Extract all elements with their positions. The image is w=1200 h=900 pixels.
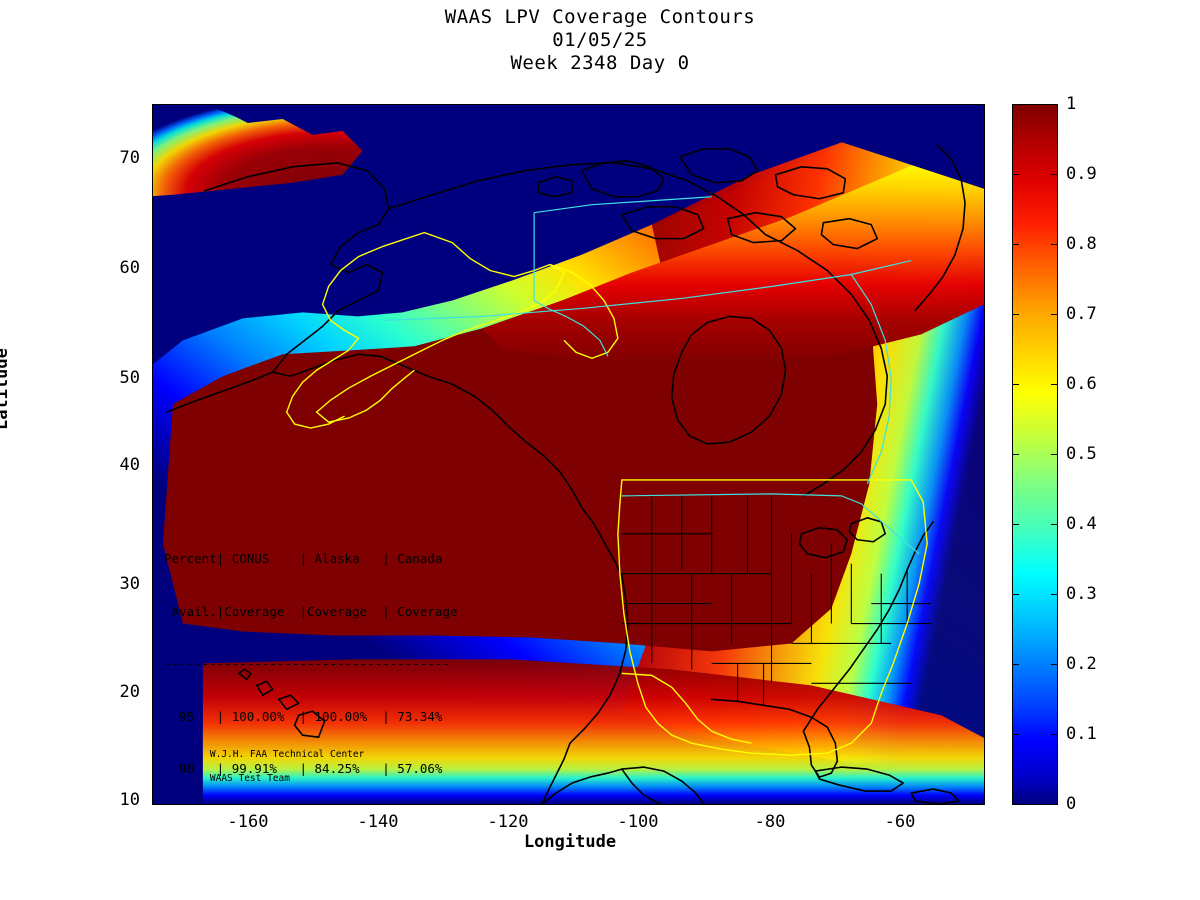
cb-tick-0: 0 (1066, 794, 1077, 814)
table-header-row-1: Percent| CONUS | Alaska | Canada (164, 551, 443, 566)
y-tick-70: 70 (119, 148, 140, 168)
cb-tick-0-8: 0.8 (1066, 234, 1097, 254)
coverage-stats-table: Percent| CONUS | Alaska | Canada Avail.|… (164, 515, 458, 804)
y-tick-50: 50 (119, 368, 140, 388)
cb-tick-0-7: 0.7 (1066, 304, 1097, 324)
table-divider: -------------------------------------- (164, 656, 450, 671)
credit-text: W.J.H. FAA Technical Center WAAS Test Te… (187, 737, 364, 797)
cb-tick-0-3: 0.3 (1066, 584, 1097, 604)
cb-tick-0-9: 0.9 (1066, 164, 1097, 184)
colorbar: 1 0.9 0.8 0.7 0.6 0.5 0.4 0.3 0.2 0.1 0 (1012, 94, 1097, 814)
chart-title-block: WAAS LPV Coverage Contours 01/05/25 Week… (0, 6, 1200, 75)
title-line-2: 01/05/25 (552, 29, 648, 51)
x-tick-minus60: -60 (884, 812, 916, 832)
y-tick-10: 10 (119, 790, 140, 810)
y-tick-60: 60 (119, 258, 140, 278)
x-tick-minus80: -80 (754, 812, 786, 832)
cb-tick-0-4: 0.4 (1066, 514, 1097, 534)
y-axis-title: Latitude (0, 348, 12, 430)
x-axis-title: Longitude (523, 832, 617, 852)
y-tick-30: 30 (119, 574, 140, 594)
cb-tick-0-1: 0.1 (1066, 724, 1097, 744)
cb-tick-0-2: 0.2 (1066, 654, 1097, 674)
x-tick-minus120: -120 (487, 812, 529, 832)
credit-line-2: WAAS Test Team (209, 773, 290, 784)
table-header-row-2: Avail.|Coverage |Coverage | Coverage (164, 603, 458, 619)
cb-tick-1: 1 (1066, 94, 1077, 114)
credit-line-1: W.J.H. FAA Technical Center (209, 749, 365, 760)
table-row: 95 | 100.00% | 100.00% | 73.34% (164, 708, 443, 724)
title-line-3: Week 2348 Day 0 (510, 52, 690, 74)
table-row: 98 | 99.91% | 84.25% | 57.06% (164, 761, 443, 776)
y-tick-20: 20 (119, 682, 140, 702)
cb-tick-0-5: 0.5 (1066, 444, 1097, 464)
colorbar-gradient (1012, 104, 1058, 805)
cb-tick-0-6: 0.6 (1066, 374, 1097, 394)
x-tick-minus160: -160 (227, 812, 269, 832)
coverage-map-plot: Percent| CONUS | Alaska | Canada Avail.|… (152, 104, 985, 805)
contour-field (153, 105, 984, 804)
y-tick-40: 40 (119, 455, 140, 475)
x-tick-minus140: -140 (357, 812, 399, 832)
title-line-1: WAAS LPV Coverage Contours (444, 6, 756, 28)
x-tick-minus100: -100 (617, 812, 659, 832)
